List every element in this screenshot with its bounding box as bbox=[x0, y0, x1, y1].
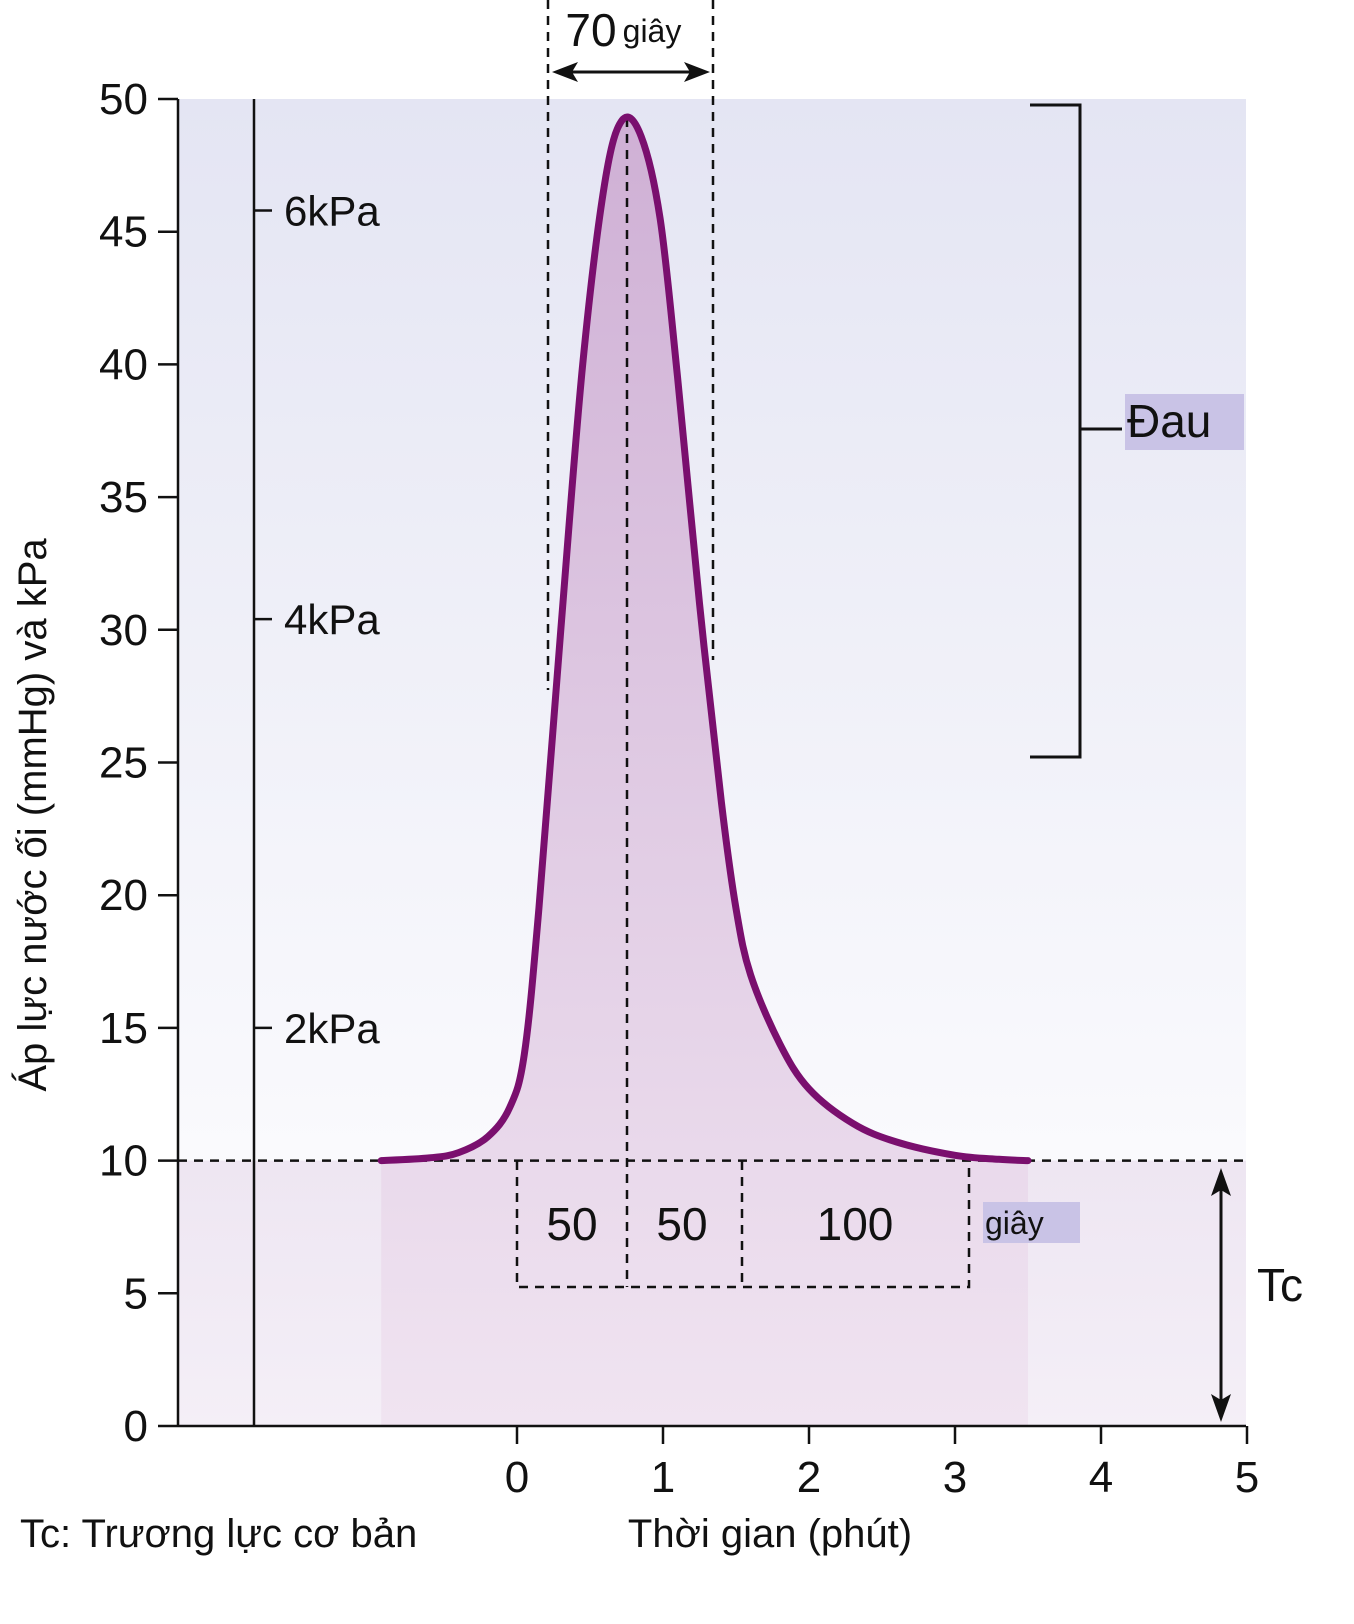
kpa-tick-label: 6kPa bbox=[284, 187, 380, 234]
y-axis-title: Áp lực nước ối (mmHg) và kPa bbox=[10, 538, 55, 1092]
y-tick-label: 50 bbox=[99, 75, 148, 124]
x-axis-title: Thời gian (phút) bbox=[628, 1512, 912, 1556]
curve-fill bbox=[381, 117, 1028, 1426]
y-tick-label: 20 bbox=[99, 871, 148, 920]
peak-width-arrow bbox=[552, 62, 710, 82]
x-tick-label: 3 bbox=[943, 1453, 967, 1502]
pain-bracket bbox=[1030, 103, 1082, 759]
dashed-guides bbox=[178, 0, 1246, 1289]
y-tick-label: 45 bbox=[99, 208, 148, 257]
y-tick-label: 25 bbox=[99, 739, 148, 788]
pain-label: Đau bbox=[1127, 395, 1211, 447]
x-tick-label: 1 bbox=[651, 1453, 675, 1502]
x-tick-label: 4 bbox=[1089, 1453, 1113, 1502]
phase-1-label: 50 bbox=[546, 1198, 597, 1250]
y-tick-label: 40 bbox=[99, 340, 148, 389]
y-tick-label: 15 bbox=[99, 1004, 148, 1053]
kpa-tick-label: 2kPa bbox=[284, 1005, 380, 1052]
phase-2-label: 50 bbox=[656, 1198, 707, 1250]
phases-unit-label: giây bbox=[985, 1205, 1044, 1241]
tonus-label: Tc bbox=[1257, 1259, 1303, 1311]
peak-width-unit: giây bbox=[623, 13, 682, 49]
peak-width-arrow-left-head bbox=[552, 62, 578, 82]
x-tick-label: 0 bbox=[505, 1453, 529, 1502]
kpa-scale: 2kPa 4kPa 6kPa bbox=[252, 99, 380, 1426]
y-tick-label: 35 bbox=[99, 473, 148, 522]
series-line bbox=[377, 113, 1032, 1165]
pain-label-highlight bbox=[1125, 394, 1244, 450]
phases-dashed-box bbox=[515, 1161, 971, 1289]
tonus-arrow-bottom-head bbox=[1211, 1394, 1231, 1422]
tonus-arrow bbox=[1211, 1168, 1231, 1422]
footnote: Tc: Trương lực cơ bản bbox=[20, 1512, 417, 1556]
peak-width-value: 70 bbox=[565, 4, 616, 56]
annotations: 70 giây Đau 50 50 100 giây Tc Thời gian … bbox=[10, 4, 1303, 1556]
y-tick-label: 5 bbox=[124, 1269, 148, 1318]
phases-unit-highlight bbox=[983, 1202, 1080, 1243]
x-tick-label: 2 bbox=[797, 1453, 821, 1502]
y-tick-label: 10 bbox=[99, 1137, 148, 1186]
y-tick-label: 0 bbox=[124, 1402, 148, 1451]
peak-width-arrow-right-head bbox=[684, 62, 710, 82]
x-tick-label: 5 bbox=[1235, 1453, 1259, 1502]
phase-3-label: 100 bbox=[817, 1198, 894, 1250]
y-tick-label: 30 bbox=[99, 606, 148, 655]
kpa-tick-label: 4kPa bbox=[284, 596, 380, 643]
tonus-arrow-top-head bbox=[1211, 1168, 1231, 1196]
